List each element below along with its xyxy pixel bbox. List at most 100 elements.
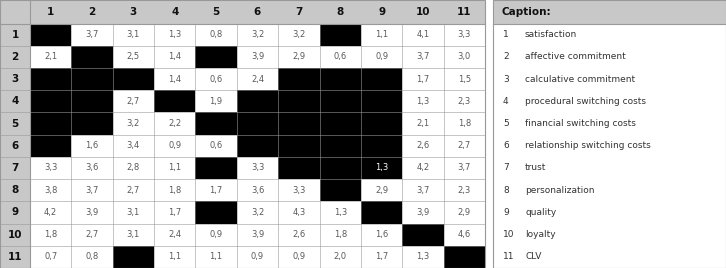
Bar <box>154 224 195 246</box>
Bar <box>402 157 444 179</box>
Bar <box>361 179 402 201</box>
Bar <box>195 24 237 46</box>
Bar <box>71 112 113 135</box>
Bar <box>361 246 402 268</box>
Text: 3,8: 3,8 <box>44 186 57 195</box>
Bar <box>444 135 485 157</box>
Text: 0,6: 0,6 <box>334 52 347 61</box>
Bar <box>237 46 278 68</box>
Bar <box>154 179 195 201</box>
Text: 1,7: 1,7 <box>210 186 223 195</box>
Bar <box>154 201 195 224</box>
Text: 3,9: 3,9 <box>86 208 99 217</box>
Text: 2,9: 2,9 <box>375 186 388 195</box>
Bar <box>154 90 195 112</box>
Bar <box>319 24 361 46</box>
Bar <box>319 90 361 112</box>
Text: 2,1: 2,1 <box>44 52 57 61</box>
Bar <box>361 157 402 179</box>
Bar <box>278 201 319 224</box>
Bar <box>154 46 195 68</box>
Text: 3,7: 3,7 <box>86 186 99 195</box>
Bar <box>402 135 444 157</box>
Bar <box>0 0 485 268</box>
Bar <box>444 179 485 201</box>
Bar <box>493 0 726 268</box>
Bar <box>113 157 154 179</box>
Text: 2,0: 2,0 <box>334 252 347 261</box>
Bar <box>361 46 402 68</box>
Bar <box>402 68 444 90</box>
Text: 3: 3 <box>12 74 19 84</box>
Text: 1,1: 1,1 <box>168 163 182 173</box>
Bar <box>113 224 154 246</box>
Bar <box>113 179 154 201</box>
Text: 3: 3 <box>130 7 137 17</box>
Bar <box>0 0 485 24</box>
Bar <box>113 135 154 157</box>
Text: 2,3: 2,3 <box>457 97 471 106</box>
Text: 11: 11 <box>457 7 472 17</box>
Bar <box>30 135 71 157</box>
Text: 1,8: 1,8 <box>334 230 347 239</box>
Bar <box>444 224 485 246</box>
Text: 1,6: 1,6 <box>375 230 388 239</box>
Bar <box>237 201 278 224</box>
Text: 1: 1 <box>503 30 509 39</box>
Text: 10: 10 <box>503 230 515 239</box>
Text: 3,6: 3,6 <box>86 163 99 173</box>
Text: 0,6: 0,6 <box>210 141 223 150</box>
Bar <box>402 46 444 68</box>
Text: relationship switching costs: relationship switching costs <box>525 141 650 150</box>
Bar <box>30 24 71 46</box>
Bar <box>195 246 237 268</box>
Text: 3,1: 3,1 <box>127 230 140 239</box>
Text: 2,8: 2,8 <box>127 163 140 173</box>
Text: 0,7: 0,7 <box>44 252 57 261</box>
Text: 0,9: 0,9 <box>251 252 264 261</box>
Text: 1: 1 <box>12 29 19 40</box>
Bar <box>444 201 485 224</box>
Text: 1: 1 <box>47 7 54 17</box>
Text: 7: 7 <box>12 163 19 173</box>
Bar <box>278 224 319 246</box>
Text: 3: 3 <box>503 75 509 84</box>
Text: 3,4: 3,4 <box>127 141 140 150</box>
Text: 2,7: 2,7 <box>127 97 140 106</box>
Text: Caption:: Caption: <box>501 7 550 17</box>
Text: 4,2: 4,2 <box>417 163 430 173</box>
Text: quality: quality <box>525 208 556 217</box>
Bar <box>444 24 485 46</box>
Text: 9: 9 <box>378 7 386 17</box>
Bar <box>154 135 195 157</box>
Bar <box>402 90 444 112</box>
Text: 6: 6 <box>503 141 509 150</box>
Bar <box>237 246 278 268</box>
Bar <box>444 68 485 90</box>
Text: 5: 5 <box>503 119 509 128</box>
Text: 1,3: 1,3 <box>375 163 388 173</box>
Bar <box>195 90 237 112</box>
Text: 3,3: 3,3 <box>250 163 264 173</box>
Text: 3,1: 3,1 <box>127 30 140 39</box>
Bar <box>319 46 361 68</box>
Bar <box>30 246 71 268</box>
Bar <box>237 157 278 179</box>
Text: 3,9: 3,9 <box>251 52 264 61</box>
Text: 0,9: 0,9 <box>293 252 306 261</box>
Text: 1,3: 1,3 <box>416 97 430 106</box>
Text: 9: 9 <box>503 208 509 217</box>
Text: 1,1: 1,1 <box>210 252 223 261</box>
Text: procedural switching costs: procedural switching costs <box>525 97 646 106</box>
Bar <box>71 68 113 90</box>
Text: 5: 5 <box>12 118 19 129</box>
Text: 1,1: 1,1 <box>375 30 388 39</box>
Text: 2,6: 2,6 <box>293 230 306 239</box>
Text: 2,6: 2,6 <box>416 141 430 150</box>
Text: 1,3: 1,3 <box>416 252 430 261</box>
Text: 2,1: 2,1 <box>417 119 430 128</box>
Bar <box>402 201 444 224</box>
Text: 0,8: 0,8 <box>210 30 223 39</box>
Bar <box>319 179 361 201</box>
Bar <box>113 46 154 68</box>
